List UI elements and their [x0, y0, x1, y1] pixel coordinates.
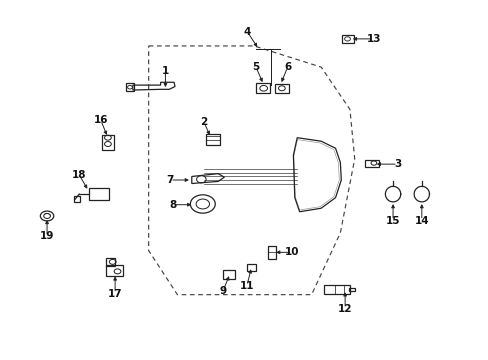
Text: 5: 5: [252, 62, 259, 72]
Bar: [267, 246, 276, 259]
Text: 15: 15: [385, 216, 400, 226]
Bar: [223, 270, 234, 279]
Bar: [323, 285, 349, 294]
Text: 4: 4: [243, 27, 250, 37]
Bar: [89, 189, 109, 201]
Text: 1: 1: [162, 66, 169, 76]
Bar: [74, 196, 80, 202]
Text: 10: 10: [285, 247, 299, 257]
Bar: [341, 35, 353, 43]
Bar: [206, 134, 219, 145]
Bar: [348, 288, 354, 291]
Text: 8: 8: [169, 200, 176, 210]
Bar: [256, 83, 270, 93]
Text: 2: 2: [200, 117, 207, 127]
Text: 17: 17: [107, 289, 122, 298]
Text: 3: 3: [393, 159, 401, 169]
Bar: [246, 264, 256, 271]
Bar: [365, 159, 378, 167]
Text: 12: 12: [337, 304, 352, 314]
Text: 6: 6: [284, 62, 291, 72]
Text: 7: 7: [166, 175, 174, 185]
Text: 19: 19: [40, 231, 54, 242]
Text: 9: 9: [219, 286, 226, 296]
Bar: [106, 258, 115, 266]
Bar: [275, 84, 288, 93]
Bar: [106, 265, 123, 276]
Text: 13: 13: [366, 34, 380, 44]
Bar: [102, 135, 114, 150]
Text: 14: 14: [414, 216, 428, 226]
Bar: [126, 83, 134, 91]
Text: 11: 11: [239, 281, 254, 291]
Text: 18: 18: [72, 170, 86, 180]
Text: 16: 16: [93, 115, 108, 125]
